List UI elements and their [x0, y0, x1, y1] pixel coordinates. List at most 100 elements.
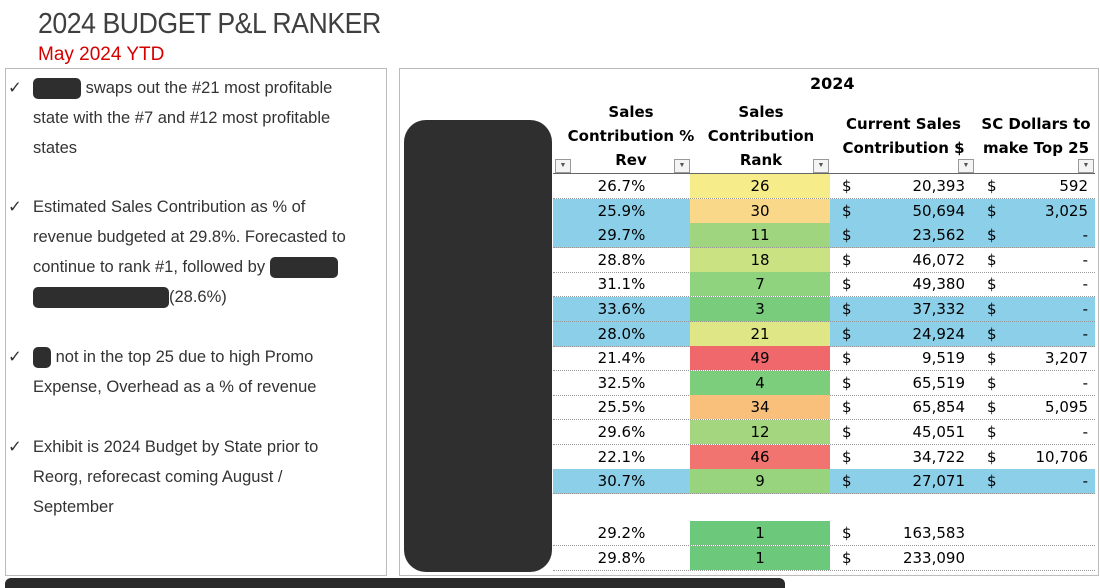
rank-cell: 7	[690, 272, 830, 297]
currency-symbol: $	[842, 177, 852, 195]
currency-symbol: $	[842, 398, 852, 417]
pct-cell: 32.5%	[597, 373, 646, 392]
currency-symbol: $	[842, 524, 852, 542]
rank-cell: 4	[690, 370, 830, 395]
rank-cell: 1	[690, 545, 830, 570]
currency-symbol: $	[842, 275, 852, 294]
filter-dropdown[interactable]: ▼	[958, 159, 974, 173]
current-sc-cell: 65,519	[912, 373, 966, 392]
page-subtitle: May 2024 YTD	[38, 44, 165, 65]
note-3: ✓ not in the top 25 due to high Promo Ex…	[8, 342, 363, 402]
current-sc-cell: 24,924	[912, 324, 966, 343]
currency-symbol: $	[987, 250, 997, 269]
currency-symbol: $	[842, 300, 852, 318]
header-rank: Sales Contribution Rank	[707, 103, 815, 169]
current-sc-cell: 49,380	[912, 275, 966, 294]
bottom-bar	[5, 578, 785, 588]
currency-symbol: $	[842, 423, 852, 441]
current-sc-cell: 9,519	[922, 349, 965, 368]
sc-to-top25-cell: -	[1082, 275, 1088, 294]
current-sc-cell: 20,393	[912, 177, 966, 195]
redacted-text	[33, 78, 81, 100]
currency-symbol: $	[987, 398, 997, 417]
currency-symbol: $	[842, 226, 852, 245]
total-row: 29.2% 1 $163,583	[553, 521, 1095, 546]
currency-symbol: $	[987, 226, 997, 245]
currency-symbol: $	[987, 275, 997, 294]
rank-cell: 18	[690, 247, 830, 272]
pct-cell: 25.5%	[597, 398, 646, 417]
redacted-text	[33, 287, 169, 309]
current-sc-cell: 163,583	[902, 524, 965, 542]
current-sc-cell: 37,332	[912, 300, 966, 318]
rank-cell: 11	[690, 223, 830, 248]
currency-symbol: $	[842, 373, 852, 392]
current-sc-cell: 34,722	[912, 447, 966, 466]
currency-symbol: $	[987, 349, 997, 368]
sc-to-top25-cell: 3,025	[1045, 201, 1088, 220]
note-4: ✓ Exhibit is 2024 Budget by State prior …	[8, 432, 363, 522]
page-title: 2024 BUDGET P&L RANKER	[38, 8, 381, 40]
current-sc-cell: 23,562	[912, 226, 966, 245]
sc-to-top25-cell: 5,095	[1045, 398, 1088, 417]
current-sc-cell: 233,090	[902, 548, 965, 567]
table-row: 28.0% 21 $24,924 $ -	[553, 321, 1095, 347]
rank-cell: 26	[690, 174, 830, 198]
currency-symbol: $	[987, 324, 997, 343]
check-icon: ✓	[8, 348, 22, 366]
pct-cell: 25.9%	[597, 201, 646, 220]
currency-symbol: $	[987, 472, 997, 491]
check-icon: ✓	[8, 198, 22, 216]
pct-cell: 30.7%	[597, 472, 646, 491]
sc-to-top25-cell: 592	[1059, 177, 1088, 195]
pct-cell: 29.7%	[597, 226, 646, 245]
rank-cell: 1	[690, 521, 830, 545]
currency-symbol: $	[842, 447, 852, 466]
table-row: 25.9% 30 $50,694 $3,025	[553, 198, 1095, 224]
currency-symbol: $	[987, 423, 997, 441]
pct-cell: 33.6%	[597, 300, 646, 318]
sc-to-top25-cell: -	[1082, 324, 1088, 343]
filter-dropdown[interactable]: ▼	[1078, 159, 1094, 173]
pct-cell: 31.1%	[597, 275, 646, 294]
sc-to-top25-cell: -	[1082, 226, 1088, 245]
currency-symbol: $	[987, 373, 997, 392]
table-row: 31.1% 7 $49,380 $ -	[553, 272, 1095, 298]
sc-to-top25-cell: -	[1082, 423, 1088, 441]
current-sc-cell: 27,071	[912, 472, 966, 491]
currency-symbol: $	[987, 300, 997, 318]
currency-symbol: $	[987, 447, 997, 466]
redacted-text	[269, 257, 338, 279]
header-pct-rev: Sales Contribution % Rev	[567, 103, 695, 169]
rank-cell: 46	[690, 444, 830, 469]
currency-symbol: $	[842, 349, 852, 368]
table-row: 33.6% 3 $37,332 $ -	[553, 297, 1095, 322]
table-row: 25.5% 34 $65,854 $5,095	[553, 395, 1095, 421]
sc-to-top25-cell: 3,207	[1045, 349, 1088, 368]
rank-cell: 30	[690, 198, 830, 223]
note-1: ✓ swaps out the #21 most profitable stat…	[8, 73, 363, 163]
redacted-state-column	[404, 120, 552, 572]
pct-cell: 28.0%	[597, 324, 646, 343]
sc-to-top25-cell: -	[1082, 250, 1088, 269]
filter-dropdown[interactable]: ▼	[555, 159, 571, 173]
current-sc-cell: 46,072	[912, 250, 966, 269]
check-icon: ✓	[8, 438, 22, 456]
rank-cell: 9	[690, 469, 830, 494]
filter-dropdown[interactable]: ▼	[813, 159, 829, 173]
table-row: 28.8% 18 $46,072 $ -	[553, 247, 1095, 273]
table-row: 30.7% 9 $27,071 $ -	[553, 469, 1095, 495]
total-row: 29.8% 1 $233,090	[553, 545, 1095, 571]
pct-cell: 29.8%	[597, 548, 646, 567]
sc-to-top25-cell: -	[1082, 300, 1088, 318]
filter-dropdown[interactable]: ▼	[674, 159, 690, 173]
pct-cell: 22.1%	[597, 447, 646, 466]
pct-cell: 26.7%	[597, 177, 646, 195]
sc-to-top25-cell: 10,706	[1035, 447, 1089, 466]
redacted-text	[33, 347, 51, 369]
table-row: 22.1% 46 $34,722 $10,706	[553, 444, 1095, 470]
pct-cell: 21.4%	[597, 349, 646, 368]
current-sc-cell: 50,694	[912, 201, 966, 220]
rank-cell: 3	[690, 297, 830, 321]
rank-cell: 21	[690, 321, 830, 346]
